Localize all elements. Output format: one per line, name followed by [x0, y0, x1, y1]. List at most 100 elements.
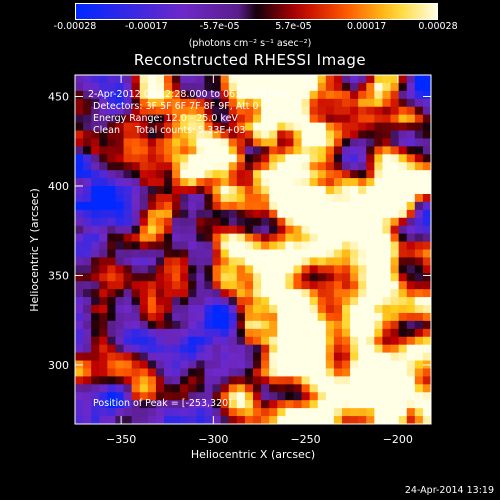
heatmap-cell	[374, 233, 384, 243]
heatmap-cell	[147, 82, 157, 92]
heatmap-cell	[172, 297, 181, 306]
heatmap-cell	[366, 249, 375, 259]
heatmap-cell	[333, 392, 343, 401]
heatmap-cell	[75, 90, 84, 100]
heatmap-cell	[301, 82, 311, 92]
heatmap-cell	[228, 75, 238, 84]
heatmap-cell	[333, 352, 343, 362]
heatmap-cell	[414, 186, 424, 195]
heatmap-cell	[75, 289, 84, 298]
heatmap-cell	[342, 122, 351, 132]
heatmap-cell	[366, 297, 375, 306]
heatmap-cell	[325, 336, 335, 346]
heatmap-cell	[301, 138, 311, 147]
heatmap-cell	[212, 75, 222, 84]
heatmap-cell	[342, 154, 351, 163]
heatmap-cell	[317, 193, 327, 203]
heatmap-cell	[204, 376, 214, 385]
colorbar-tick-label: 0.00017	[347, 21, 387, 32]
heatmap-cell	[261, 178, 270, 187]
heatmap-cell	[285, 122, 295, 132]
heatmap-cell	[83, 281, 92, 290]
heatmap-cell	[285, 146, 295, 155]
heatmap-cell	[342, 201, 351, 211]
heatmap-cell	[366, 265, 375, 274]
heatmap-cell	[325, 281, 335, 290]
heatmap-cell	[414, 408, 424, 417]
heatmap-cell	[277, 400, 286, 409]
heatmap-cell	[301, 233, 311, 243]
heatmap-cell	[350, 90, 359, 100]
heatmap-cell	[115, 281, 125, 290]
heatmap-cell	[358, 376, 367, 385]
heatmap-cell	[382, 392, 392, 401]
heatmap-cell	[382, 408, 392, 417]
heatmap-cell	[293, 368, 303, 378]
heatmap-cell	[188, 178, 197, 187]
heatmap-cell	[366, 154, 375, 163]
heatmap-cell	[309, 273, 319, 282]
heatmap-cell	[196, 368, 206, 378]
heatmap-cell	[309, 186, 319, 195]
heatmap-cell	[228, 209, 238, 219]
heatmap-cell	[75, 106, 84, 116]
heatmap-cell	[269, 265, 278, 274]
heatmap-cell	[342, 408, 351, 417]
heatmap-cell	[285, 273, 295, 282]
heatmap-cell	[390, 320, 400, 330]
heatmap-cell	[325, 376, 335, 385]
heatmap-cell	[309, 312, 319, 322]
info-annotation: Detectors: 3F 5F 6F 7F 8F 9F, Att 0	[93, 101, 259, 112]
heatmap-cell	[269, 138, 278, 147]
heatmap-cell	[261, 106, 270, 116]
heatmap-cell	[317, 336, 327, 346]
heatmap-cell	[269, 297, 278, 306]
heatmap-cell	[309, 384, 319, 393]
heatmap-cell	[91, 114, 100, 124]
heatmap-cell	[123, 225, 133, 235]
heatmap-cell	[115, 162, 125, 171]
heatmap-cell	[350, 384, 359, 393]
heatmap-cell	[155, 233, 165, 243]
heatmap-cell	[131, 106, 141, 116]
heatmap-cell	[333, 217, 343, 227]
heatmap-cell	[91, 305, 100, 314]
heatmap-cell	[180, 217, 189, 227]
heatmap-cell	[220, 178, 230, 187]
heatmap-cell	[131, 130, 141, 140]
heatmap-cell	[107, 98, 117, 108]
heatmap-cell	[220, 320, 230, 330]
heatmap-cell	[107, 273, 117, 282]
heatmap-cell	[374, 98, 384, 108]
heatmap-cell	[244, 320, 254, 330]
heatmap-cell	[358, 281, 367, 290]
heatmap-cell	[204, 328, 214, 338]
heatmap-cell	[155, 130, 165, 140]
heatmap-cell	[406, 154, 416, 163]
heatmap-cell	[91, 225, 100, 235]
heatmap-cell	[422, 384, 431, 393]
heatmap-cell	[155, 320, 165, 330]
heatmap-cell	[131, 281, 141, 290]
heatmap-cell	[261, 82, 270, 92]
heatmap-cell	[253, 265, 262, 274]
heatmap-cell	[212, 178, 222, 187]
heatmap-cell	[261, 416, 270, 424]
heatmap-cell	[244, 384, 254, 393]
heatmap-cell	[123, 233, 133, 243]
heatmap-cell	[244, 312, 254, 322]
heatmap-cell	[358, 384, 367, 393]
heatmap-cell	[414, 193, 424, 203]
heatmap-cell	[188, 193, 197, 203]
heatmap-cell	[261, 217, 270, 227]
heatmap-cell	[196, 201, 206, 211]
heatmap-cell	[269, 336, 278, 346]
heatmap-cell	[196, 217, 206, 227]
heatmap-cell	[261, 273, 270, 282]
heatmap-cell	[115, 297, 125, 306]
heatmap-cell	[228, 146, 238, 155]
heatmap-cell	[236, 320, 246, 330]
heatmap-cell	[342, 193, 351, 203]
heatmap-cell	[406, 289, 416, 298]
heatmap-cell	[317, 384, 327, 393]
